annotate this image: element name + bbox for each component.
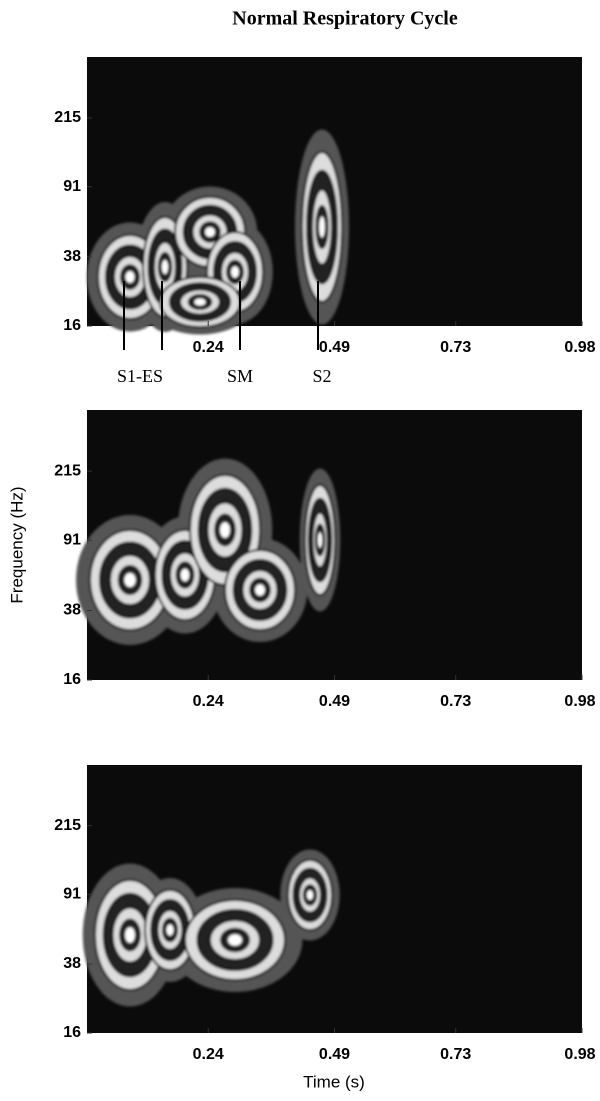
contour-peak xyxy=(306,890,314,900)
contour-peak xyxy=(180,568,190,582)
contour-peak xyxy=(205,227,215,237)
y-tick-label: 91 xyxy=(63,531,81,548)
contour-peak xyxy=(231,266,239,278)
contour-peak xyxy=(161,260,169,274)
annotation: S1-ES xyxy=(117,366,163,386)
contour-peak xyxy=(125,927,135,943)
x-tick-label: 0.98 xyxy=(564,693,595,710)
annotation: S2 xyxy=(312,366,331,386)
x-tick-label: 0.24 xyxy=(193,693,224,710)
contour-peak xyxy=(255,584,265,596)
x-axis-label: Time (s) xyxy=(303,1072,365,1091)
x-tick-label: 0.24 xyxy=(193,1046,224,1063)
annotation: SM xyxy=(227,366,253,386)
panel: 16 38 91 215 0.24 0.49 0.73 0.98 xyxy=(54,410,596,710)
y-tick-label: 91 xyxy=(63,886,81,903)
y-tick-label: 16 xyxy=(63,317,81,334)
y-tick-label: 215 xyxy=(54,462,81,479)
x-tick-label: 0.73 xyxy=(440,1046,471,1063)
contour-peak xyxy=(124,573,136,587)
x-tick-label: 0.73 xyxy=(440,339,471,356)
y-tick-label: 38 xyxy=(63,602,81,619)
chart-title: Normal Respiratory Cycle xyxy=(232,8,458,30)
contour-peak xyxy=(319,216,325,238)
contour-peak xyxy=(194,298,206,306)
x-tick-label: 0.73 xyxy=(440,693,471,710)
y-tick-label: 38 xyxy=(63,955,81,972)
x-tick-label: 0.49 xyxy=(319,1046,350,1063)
contour-peak xyxy=(166,924,174,936)
x-tick-label: 0.49 xyxy=(319,693,350,710)
x-tick-label: 0.98 xyxy=(564,339,595,356)
y-tick-label: 16 xyxy=(63,671,81,688)
contour-peak xyxy=(228,934,242,946)
y-tick-label: 38 xyxy=(63,248,81,265)
y-tick-label: 215 xyxy=(54,109,81,126)
y-tick-label: 215 xyxy=(54,817,81,834)
contour-peak xyxy=(220,522,230,538)
spectrogram xyxy=(86,129,349,335)
y-axis-label: Frequency (Hz) xyxy=(7,486,26,603)
spectrogram xyxy=(76,458,341,645)
x-tick-label: 0.24 xyxy=(193,339,224,356)
x-tick-label: 0.98 xyxy=(564,1046,595,1063)
panel: 16 38 91 215 0.24 0.49 0.73 0.98 S1-ES SM S2 xyxy=(54,57,596,386)
panel: 16 38 91 215 0.24 0.49 0.73 0.98 xyxy=(54,765,596,1063)
contour-peak xyxy=(317,532,323,548)
spectrogram xyxy=(82,849,340,1007)
contour-peak xyxy=(125,271,135,283)
y-tick-label: 16 xyxy=(63,1024,81,1041)
x-tick-label: 0.49 xyxy=(319,339,350,356)
y-tick-label: 91 xyxy=(63,178,81,195)
